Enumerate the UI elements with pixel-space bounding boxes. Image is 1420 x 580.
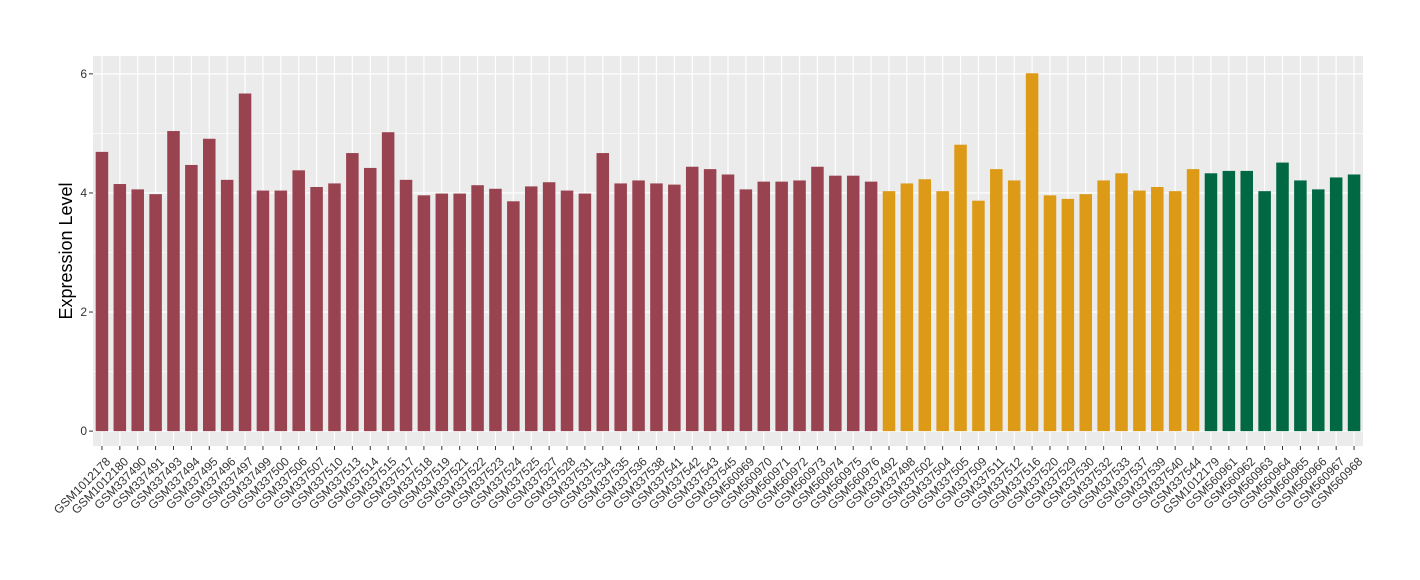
bar-GSM337507 <box>310 186 323 432</box>
bar-GSM337525 <box>524 186 538 432</box>
bar-GSM337518 <box>417 195 431 432</box>
y-tick-label: 4 <box>80 186 87 200</box>
bar-GSM337530 <box>1079 194 1093 432</box>
bar-GSM337499 <box>256 190 270 432</box>
bar-GSM560962 <box>1240 170 1253 432</box>
bar-GSM560976 <box>864 181 878 432</box>
bar-GSM337536 <box>632 180 645 432</box>
bar-GSM337531 <box>578 193 592 432</box>
bar-GSM337511 <box>990 169 1003 432</box>
bar-GSM1012180 <box>113 184 127 432</box>
bar-GSM337502 <box>918 179 932 432</box>
bar-GSM337493 <box>167 131 180 432</box>
bar-GSM337527 <box>542 182 556 432</box>
bar-GSM337532 <box>1097 180 1110 432</box>
bar-GSM337498 <box>900 183 914 432</box>
bar-GSM1012179 <box>1204 173 1218 432</box>
bar-GSM560964 <box>1276 162 1289 432</box>
bar-GSM560966 <box>1312 189 1325 432</box>
y-tick-label: 0 <box>80 424 87 438</box>
bar-GSM337491 <box>149 194 162 432</box>
bar-GSM337495 <box>203 138 216 432</box>
bar-GSM337539 <box>1151 186 1164 432</box>
bar-GSM560965 <box>1294 180 1307 432</box>
bar-GSM337543 <box>703 169 717 432</box>
bar-GSM337513 <box>346 153 359 432</box>
bars <box>95 73 1361 432</box>
bar-GSM337514 <box>363 167 377 432</box>
bar-GSM337537 <box>1133 190 1146 432</box>
bar-GSM337496 <box>220 179 234 432</box>
bar-GSM337544 <box>1186 169 1200 432</box>
bar-GSM337517 <box>399 179 413 432</box>
bar-GSM337497 <box>238 93 252 432</box>
bar-GSM337505 <box>954 144 967 432</box>
bar-GSM337529 <box>1061 198 1075 432</box>
bar-GSM337521 <box>453 193 466 432</box>
bar-GSM337524 <box>507 201 520 432</box>
bar-GSM337510 <box>328 183 341 432</box>
bar-GSM560968 <box>1347 174 1361 432</box>
y-axis: 0 2 4 6 <box>80 67 93 438</box>
y-axis-title: Expression Level <box>56 182 76 319</box>
bar-GSM337522 <box>471 185 484 432</box>
bar-GSM337528 <box>560 190 574 432</box>
bar-GSM337494 <box>185 164 198 432</box>
bar-GSM337506 <box>292 170 305 432</box>
bar-GSM337538 <box>650 183 663 432</box>
bar-GSM337533 <box>1115 173 1128 432</box>
bar-GSM337540 <box>1168 191 1182 432</box>
bar-GSM337523 <box>489 188 502 432</box>
bar-GSM560963 <box>1258 191 1271 432</box>
bar-GSM337542 <box>685 166 699 432</box>
bar-GSM337519 <box>435 193 449 432</box>
bar-GSM337492 <box>882 191 896 432</box>
y-tick-label: 6 <box>80 67 87 81</box>
bar-GSM337535 <box>614 183 627 432</box>
bar-GSM560974 <box>829 175 842 432</box>
bar-GSM560969 <box>739 189 753 432</box>
bar-GSM337541 <box>668 184 681 432</box>
bar-GSM337515 <box>381 132 395 432</box>
bar-GSM337490 <box>131 189 144 432</box>
bar-GSM560967 <box>1329 177 1343 432</box>
bar-GSM337545 <box>721 174 735 432</box>
bar-GSM1012178 <box>95 151 109 432</box>
bar-GSM560973 <box>811 166 824 432</box>
bar-GSM337520 <box>1043 195 1057 432</box>
bar-GSM337500 <box>274 190 288 432</box>
bar-GSM560961 <box>1222 170 1236 432</box>
x-axis: GSM1012178GSM1012180GSM337490GSM337491GS… <box>51 446 1366 517</box>
bar-GSM560975 <box>846 175 860 432</box>
bar-GSM337512 <box>1007 180 1021 432</box>
bar-GSM560972 <box>793 180 806 432</box>
bar-GSM337504 <box>936 191 949 432</box>
y-tick-label: 2 <box>80 305 87 319</box>
bar-GSM337516 <box>1025 73 1039 432</box>
bar-GSM337509 <box>972 200 985 432</box>
bar-GSM337534 <box>596 153 610 432</box>
bar-GSM560971 <box>775 181 788 432</box>
bar-GSM560970 <box>757 181 771 432</box>
